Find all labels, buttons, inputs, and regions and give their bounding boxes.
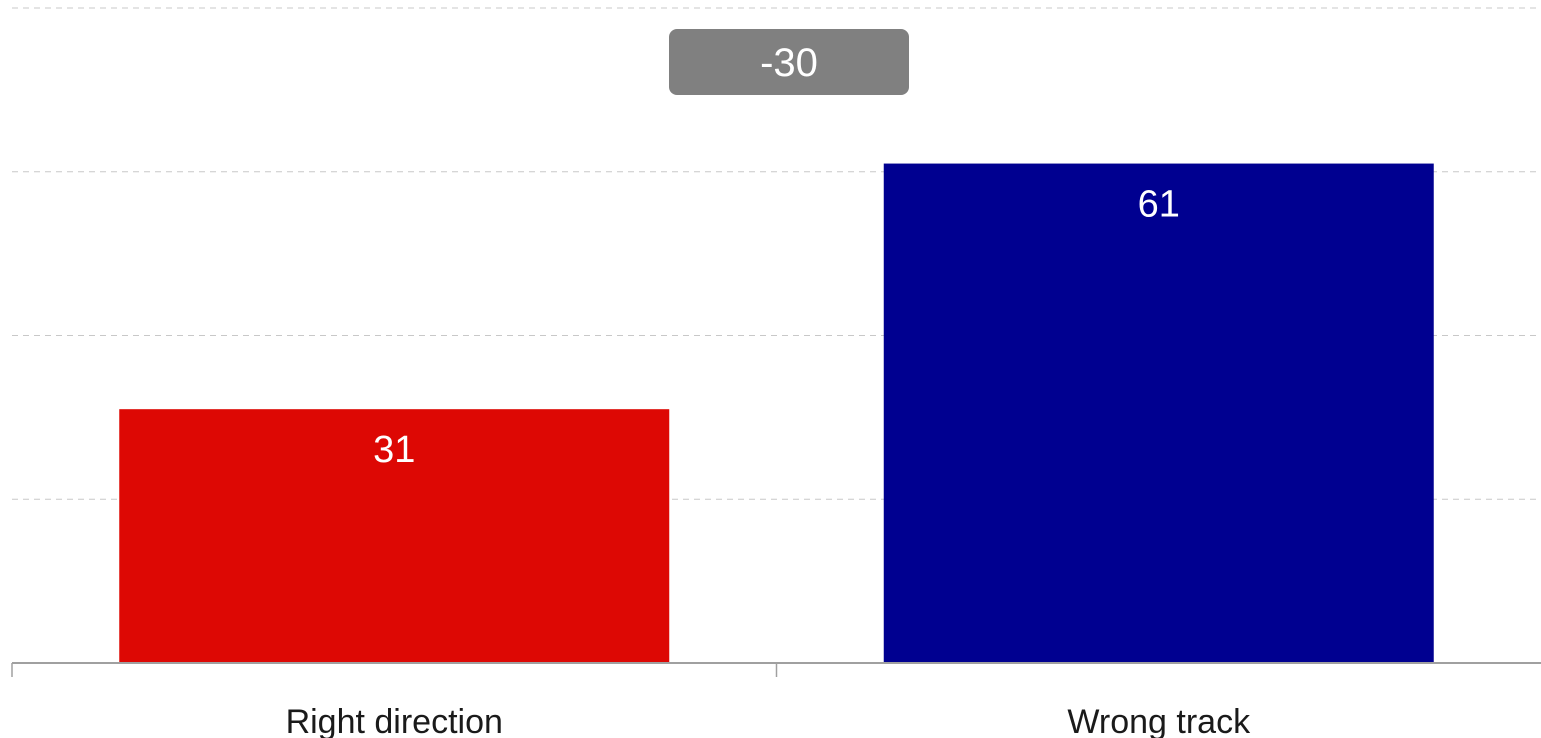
x-axis bbox=[11, 662, 1541, 677]
difference-box bbox=[669, 29, 909, 95]
bar bbox=[883, 163, 1434, 663]
category-label: Right direction bbox=[286, 703, 503, 738]
data-label: 61 bbox=[1138, 184, 1180, 226]
category-label: Wrong track bbox=[1067, 703, 1251, 738]
labels: 31 Right direction 61 Wrong track bbox=[286, 184, 1251, 738]
difference-callout: -30 bbox=[669, 29, 909, 95]
difference-label: -30 bbox=[760, 41, 818, 85]
bar bbox=[119, 409, 670, 663]
data-label: 31 bbox=[373, 429, 415, 471]
bars bbox=[119, 163, 1434, 663]
